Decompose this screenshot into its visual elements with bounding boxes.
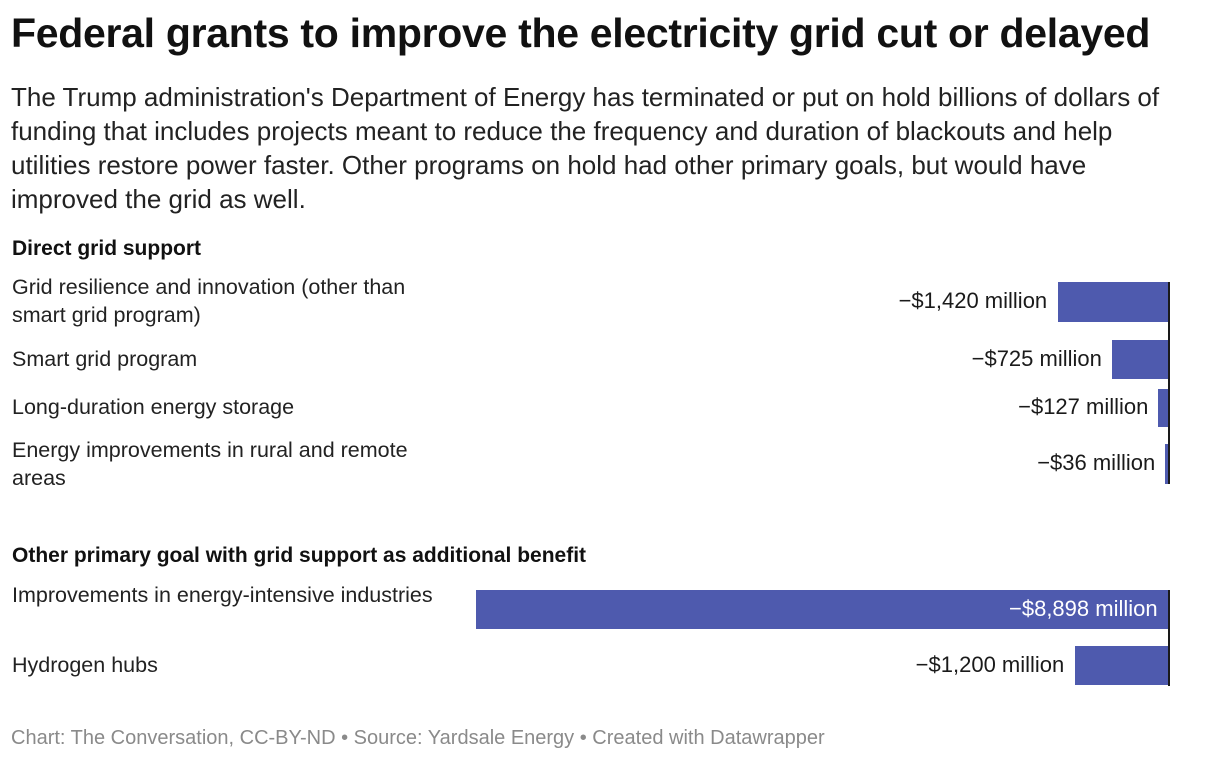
bar — [476, 590, 1168, 629]
value-label: −$725 million — [971, 345, 1102, 371]
bar — [1111, 340, 1168, 379]
value-label: −$1,200 million — [915, 651, 1065, 677]
group-heading: Direct grid support — [12, 237, 202, 260]
row-label: Hydrogen hubs — [12, 653, 158, 677]
row-label: Smart grid program — [12, 347, 198, 371]
chart-footer: Chart: The Conversation, CC-BY-ND • Sour… — [11, 727, 825, 749]
zero-axis-line — [1168, 590, 1170, 686]
value-label: −$8,898 million — [1009, 595, 1158, 621]
group-heading: Other primary goal with grid support as … — [12, 544, 587, 567]
row-label: Improvements in energy-intensive industr… — [12, 583, 433, 607]
chart-title: Federal grants to improve the electricit… — [11, 10, 1151, 56]
value-label: −$36 million — [1037, 450, 1156, 475]
row-label: Grid resilience and innovation (other th… — [12, 275, 406, 327]
value-label: −$1,420 million — [898, 288, 1048, 313]
zero-axis-line — [1168, 282, 1170, 484]
chart-subtitle: The Trump administration's Department of… — [11, 82, 1160, 214]
bar — [1074, 646, 1168, 685]
value-label: −$127 million — [1018, 394, 1149, 419]
bar — [1057, 282, 1168, 322]
bar — [1158, 389, 1168, 427]
row-label: Long-duration energy storage — [12, 395, 295, 419]
row-label: Energy improvements in rural and remote … — [12, 438, 408, 490]
bar — [1165, 444, 1168, 484]
